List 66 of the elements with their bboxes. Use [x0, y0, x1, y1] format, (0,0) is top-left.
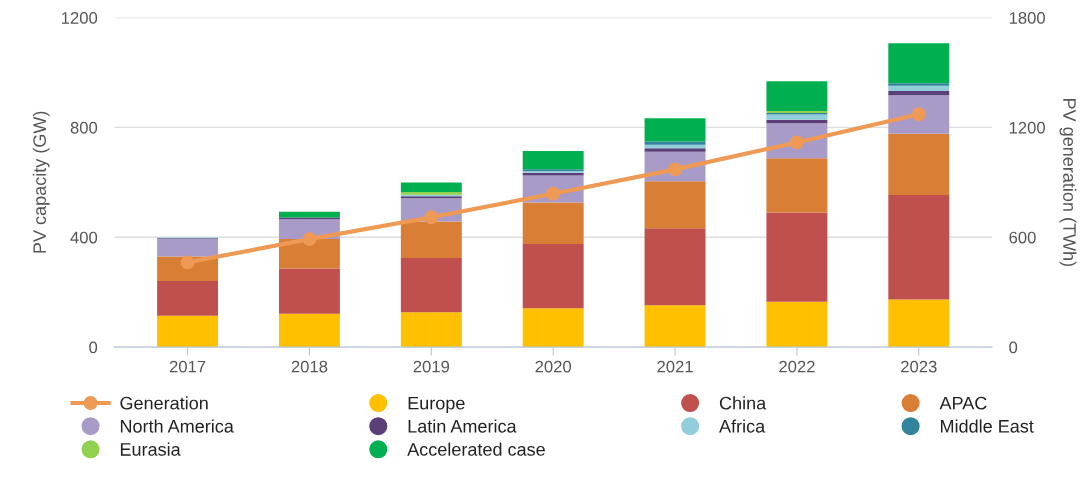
- point: [789, 135, 804, 150]
- y-tick-label: 800: [70, 121, 98, 134]
- y2-tick-label: 0: [1009, 341, 1018, 354]
- legend-label: North America: [120, 419, 234, 433]
- x-tick-label: 2019: [413, 360, 450, 373]
- bar: [644, 181, 706, 229]
- bar: [278, 238, 340, 269]
- x-tick-label: 2021: [657, 360, 693, 373]
- bar: [522, 202, 584, 245]
- bar: [766, 212, 828, 302]
- point: [302, 232, 317, 247]
- legend-label: Middle East: [940, 419, 1034, 433]
- bar: [766, 114, 828, 120]
- bar: [400, 312, 462, 348]
- x-tick-label: 2018: [291, 360, 328, 373]
- bar: [400, 258, 462, 313]
- legend-label: Europe: [408, 396, 465, 414]
- y2-tick-label: 600: [1009, 231, 1036, 244]
- y-tick-label: 0: [89, 341, 98, 354]
- bar: [278, 313, 340, 348]
- y2-tick-label: 1200: [1009, 121, 1045, 134]
- bar: [522, 244, 584, 309]
- point: [424, 210, 439, 225]
- bar: [400, 182, 462, 192]
- bar: [766, 81, 828, 111]
- bar: [888, 299, 950, 348]
- bar: [888, 83, 950, 86]
- bar: [400, 221, 462, 259]
- bar: [644, 305, 706, 348]
- legend-label: Latin America: [408, 419, 517, 433]
- x-tick-label: 2017: [169, 360, 206, 373]
- y-axis-title: PV capacity (GW): [32, 111, 50, 253]
- legend-label: Accelerated case: [407, 442, 545, 456]
- bar: [888, 133, 950, 195]
- x-tick-label: 2020: [535, 360, 572, 373]
- bar: [644, 148, 706, 152]
- bar: [888, 90, 950, 96]
- bar: [766, 158, 828, 213]
- legend-label: China: [719, 396, 767, 410]
- legend-label: Africa: [719, 419, 766, 433]
- y-tick-label: 1200: [61, 12, 98, 24]
- y-tick-label: 400: [70, 231, 98, 244]
- y2-axis-title: PV generation (TWh): [1059, 99, 1077, 267]
- bar: [157, 315, 219, 348]
- x-tick-label: 2022: [779, 360, 815, 373]
- bar: [644, 141, 706, 145]
- bar: [888, 43, 950, 84]
- point: [546, 186, 561, 201]
- legend-label: APAC: [939, 396, 987, 410]
- x-tick-label: 2023: [901, 360, 937, 373]
- bar: [157, 280, 219, 316]
- bar: [644, 118, 706, 142]
- legend-label: Generation: [120, 396, 208, 410]
- bar: [522, 151, 584, 170]
- point: [911, 107, 926, 122]
- bar: [644, 228, 706, 306]
- bar: [766, 301, 828, 348]
- legend-label: Eurasia: [120, 442, 181, 456]
- bar: [522, 308, 584, 348]
- point: [180, 255, 195, 270]
- bar: [157, 238, 219, 257]
- point: [668, 162, 682, 177]
- bar: [888, 194, 950, 300]
- bar: [278, 268, 340, 314]
- bar: [888, 85, 950, 91]
- y2-tick-label: 1800: [1009, 12, 1045, 24]
